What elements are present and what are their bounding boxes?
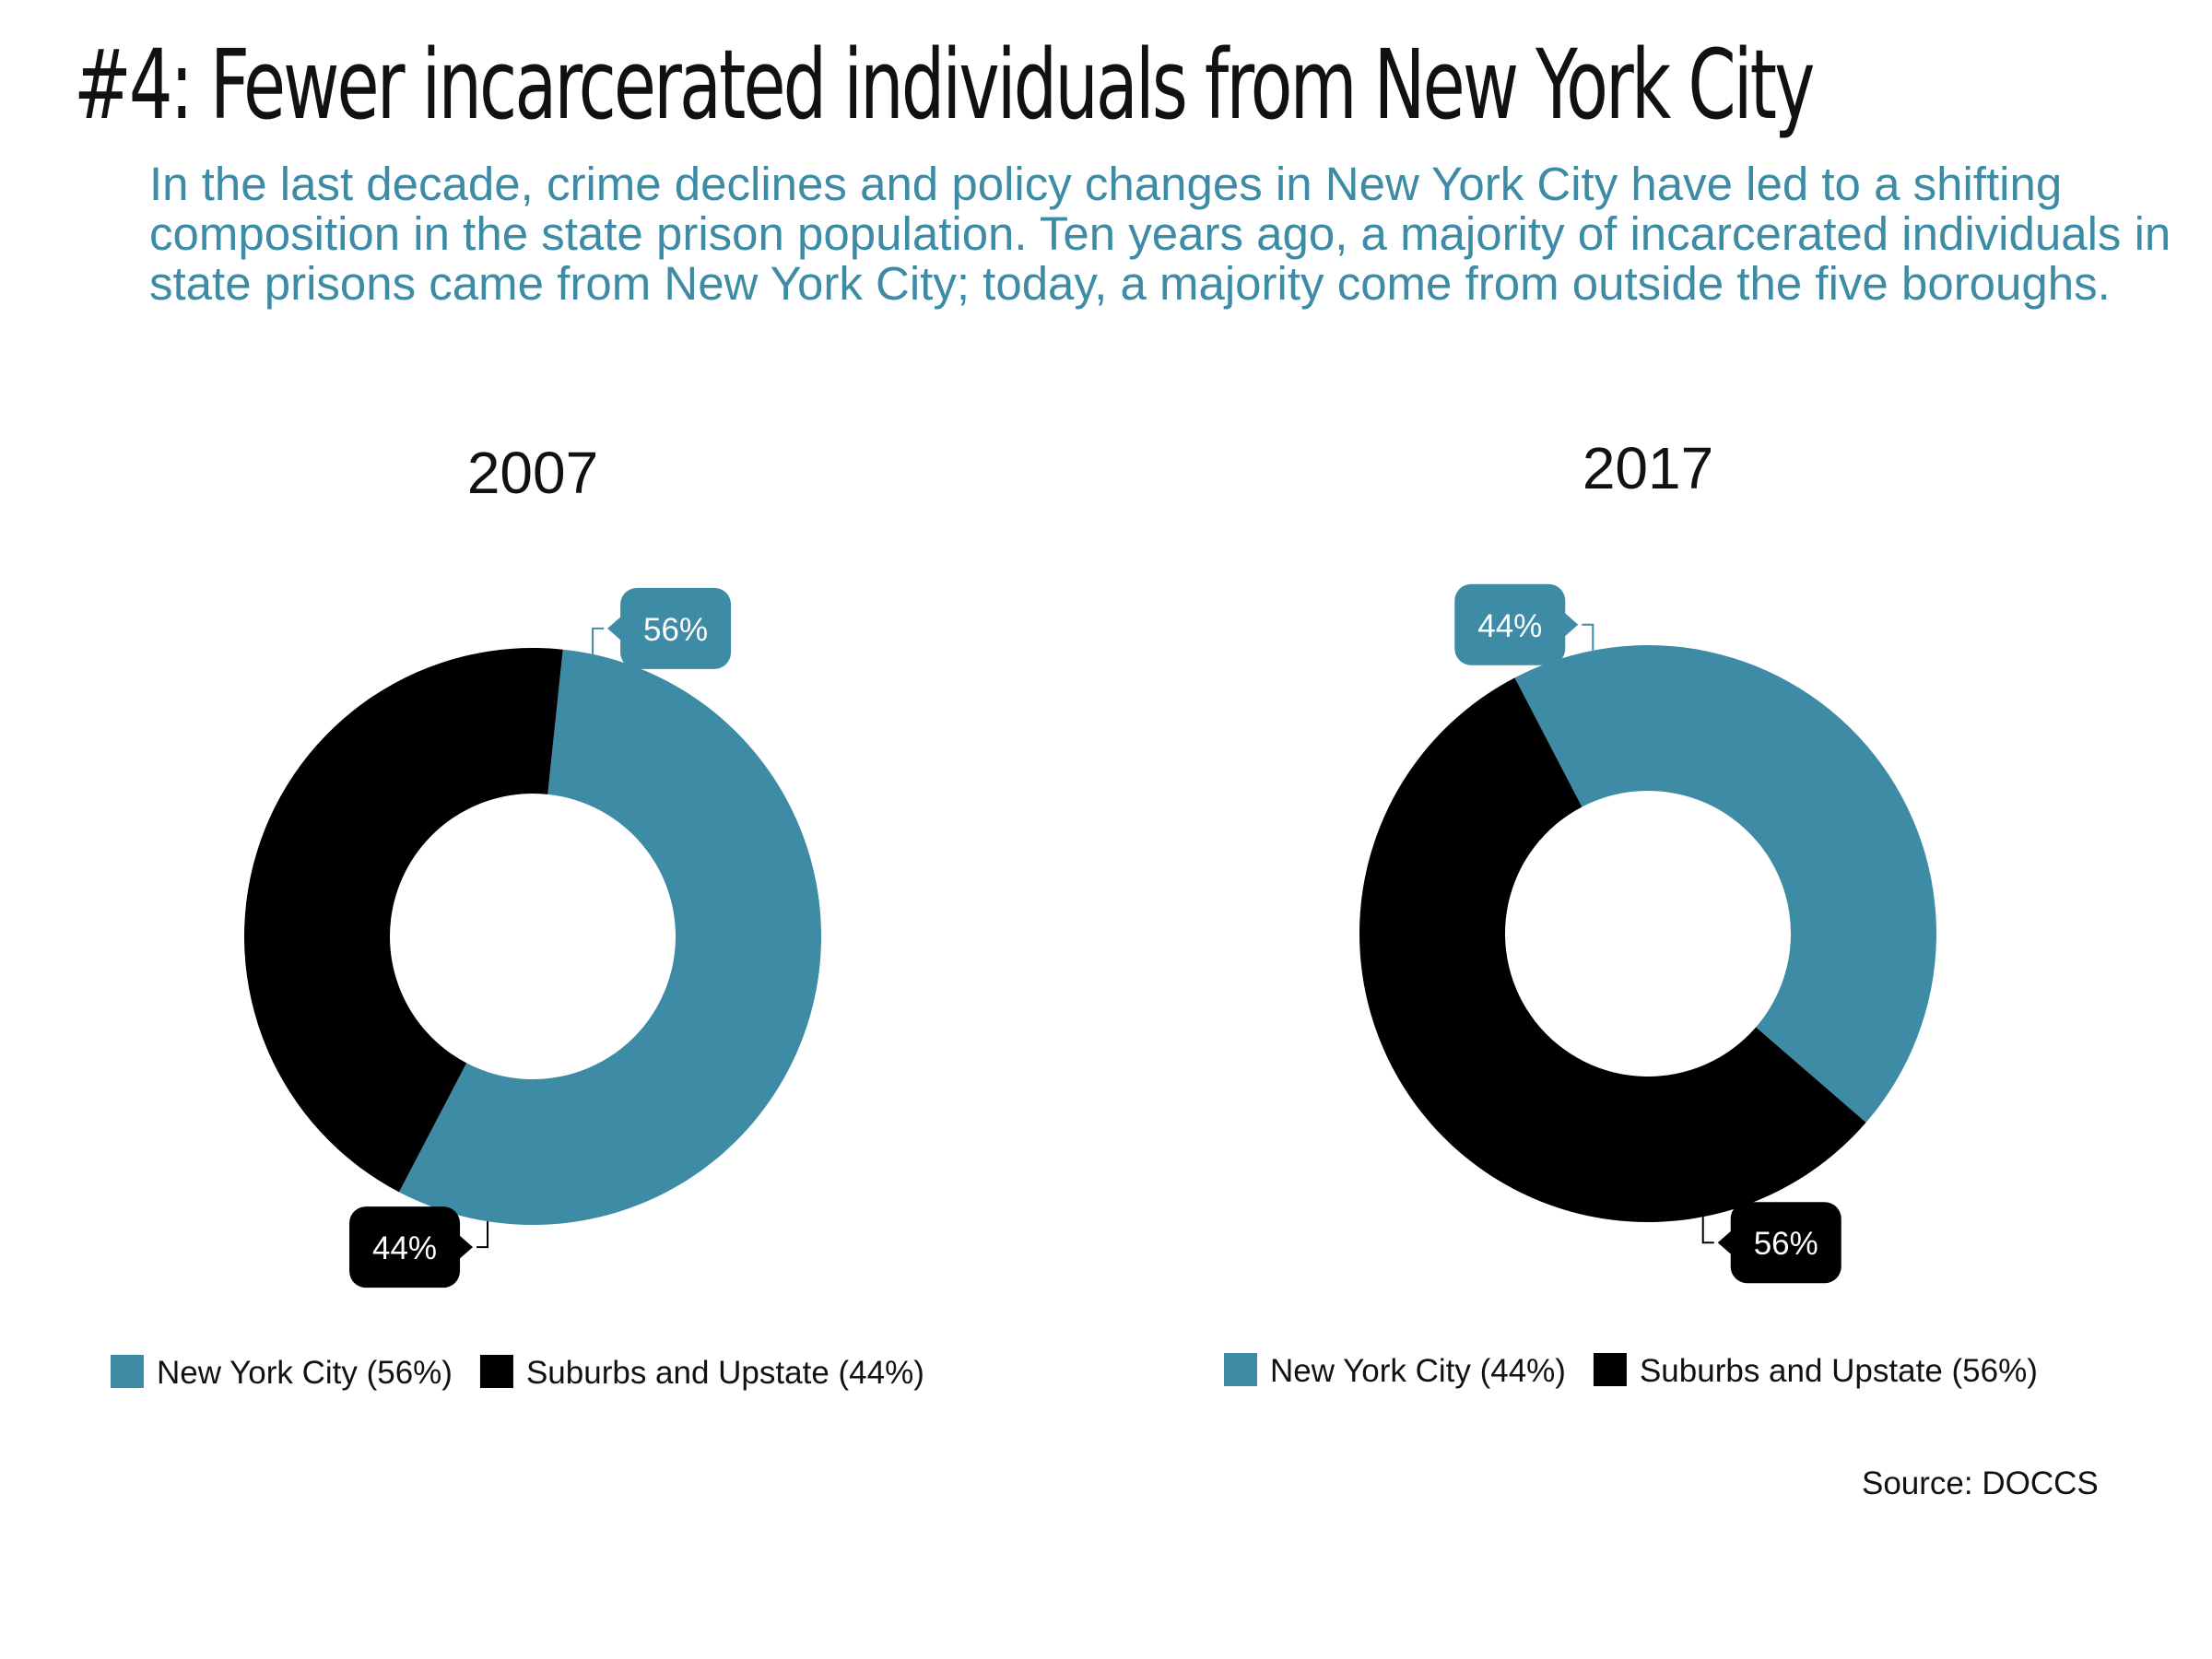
- data-label-2007-0: 56%: [643, 612, 708, 648]
- data-label-2017-0: 44%: [1477, 608, 1542, 644]
- legend-swatch-2007-0: [111, 1355, 144, 1388]
- callout-box-2007-0: [620, 587, 732, 669]
- page-title: #4: Fewer incarcerated individuals from …: [74, 29, 1815, 141]
- callout-leader-2017-0: [1582, 623, 1594, 651]
- panel-title-2017: 2017: [1583, 435, 1713, 501]
- callout-pointer-2017-1: [1717, 1230, 1733, 1256]
- donut-slice-2017-nyc: [1514, 644, 1936, 1123]
- callout-box-2017-0: [1454, 583, 1566, 665]
- data-label-2017-1: 56%: [1754, 1226, 1818, 1262]
- chart-subtitle: In the last decade, crime declines and p…: [149, 158, 2171, 310]
- legend-label-2007-0: New York City (56%): [157, 1355, 453, 1391]
- legend-label-2007-1: Suburbs and Upstate (44%): [526, 1355, 924, 1391]
- data-label-2007-1: 44%: [372, 1230, 437, 1266]
- legend-swatch-2017-1: [1593, 1353, 1627, 1386]
- callout-leader-2017-1: [1701, 1217, 1714, 1244]
- legend-label-2017-0: New York City (44%): [1270, 1353, 1566, 1389]
- callout-pointer-2017-0: [1563, 611, 1579, 638]
- donut-slice-2017-suburbs: [1359, 677, 1866, 1222]
- callout-pointer-2007-1: [458, 1234, 474, 1261]
- callout-pointer-2007-0: [607, 615, 623, 641]
- callout-box-2007-1: [349, 1206, 461, 1288]
- legend-swatch-2007-1: [479, 1355, 513, 1388]
- source-note: Source: DOCCS: [1862, 1465, 2099, 1501]
- panel-title-2007: 2007: [467, 440, 598, 506]
- legend-label-2017-1: Suburbs and Upstate (56%): [1640, 1353, 2038, 1389]
- donut-slice-2007-suburbs: [244, 648, 563, 1193]
- callout-box-2017-1: [1730, 1202, 1841, 1284]
- callout-leader-2007-1: [477, 1221, 489, 1249]
- callout-leader-2007-0: [592, 627, 605, 654]
- legend-swatch-2017-0: [1224, 1353, 1257, 1386]
- donut-slice-2007-nyc: [398, 649, 822, 1225]
